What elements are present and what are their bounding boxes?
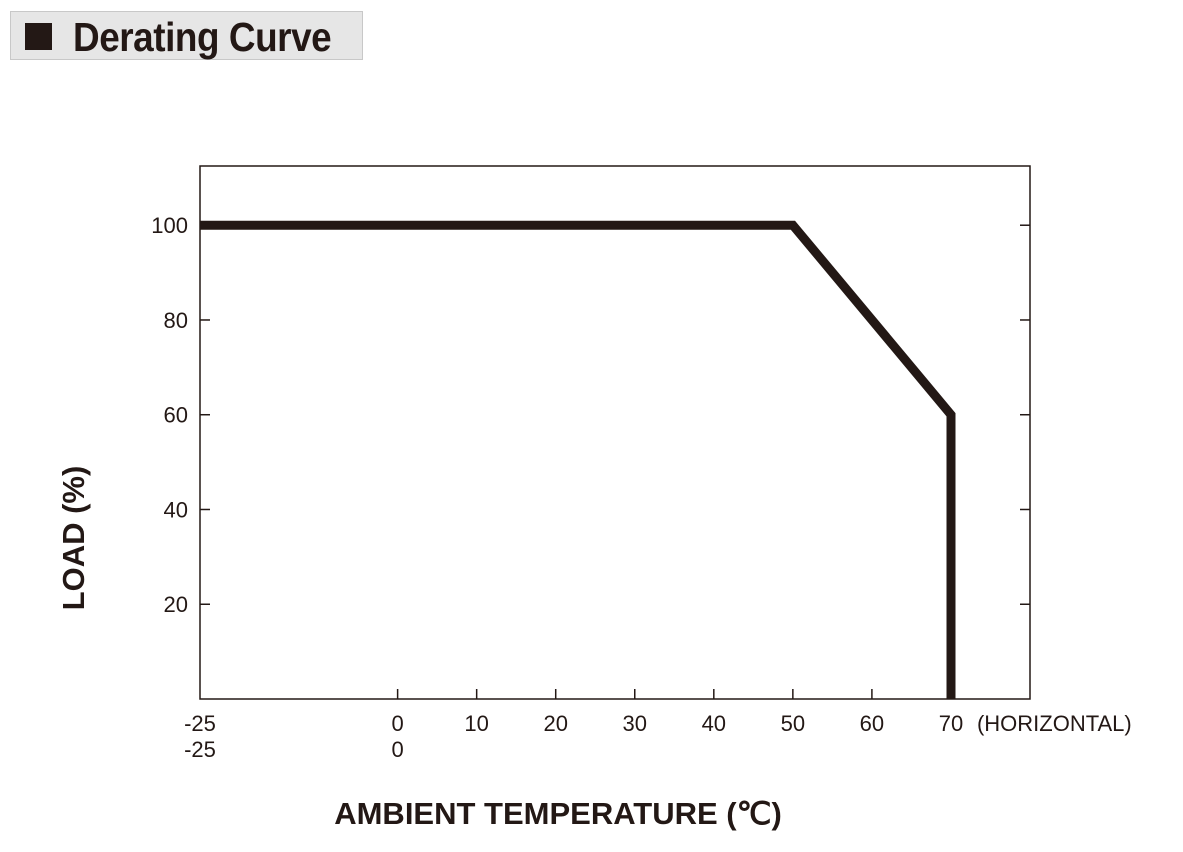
y-tick-label: 60 [164,403,188,428]
x-tick-label: 70 [939,711,963,736]
heading-box: Derating Curve [10,11,363,60]
y-tick-label: 100 [151,213,188,238]
y-tick-label: 20 [164,592,188,617]
x-tick-label: 50 [781,711,805,736]
y-axis-ticks: 20 40 60 80 100 [151,213,1030,617]
x-tick-label: 60 [860,711,884,736]
page-title: Derating Curve [73,14,332,60]
y-axis-title: LOAD (%) [56,466,91,611]
x-axis-annotation: (HORIZONTAL) [977,711,1132,736]
x-tick-label: 10 [464,711,488,736]
x-tick-label: -25 [184,711,216,736]
y-tick-label: 40 [164,497,188,522]
x-axis-ticks: -25 0 10 20 30 40 50 60 70 [184,689,963,736]
x-axis-title: AMBIENT TEMPERATURE (℃) [334,796,782,831]
x-tick-label: 0 [391,711,403,736]
y-tick-label: 80 [164,308,188,333]
heading-square-icon [25,23,52,50]
x-tick-label: 20 [543,711,567,736]
x-axis-ticks-row2: -25 0 [184,737,404,762]
x-tick-label: 30 [623,711,647,736]
derating-curve-line [200,220,956,699]
x-tick-label: 40 [702,711,726,736]
x-tick-label-row2: 0 [391,737,403,762]
x-tick-label-row2: -25 [184,737,216,762]
plot-frame [199,165,1031,700]
